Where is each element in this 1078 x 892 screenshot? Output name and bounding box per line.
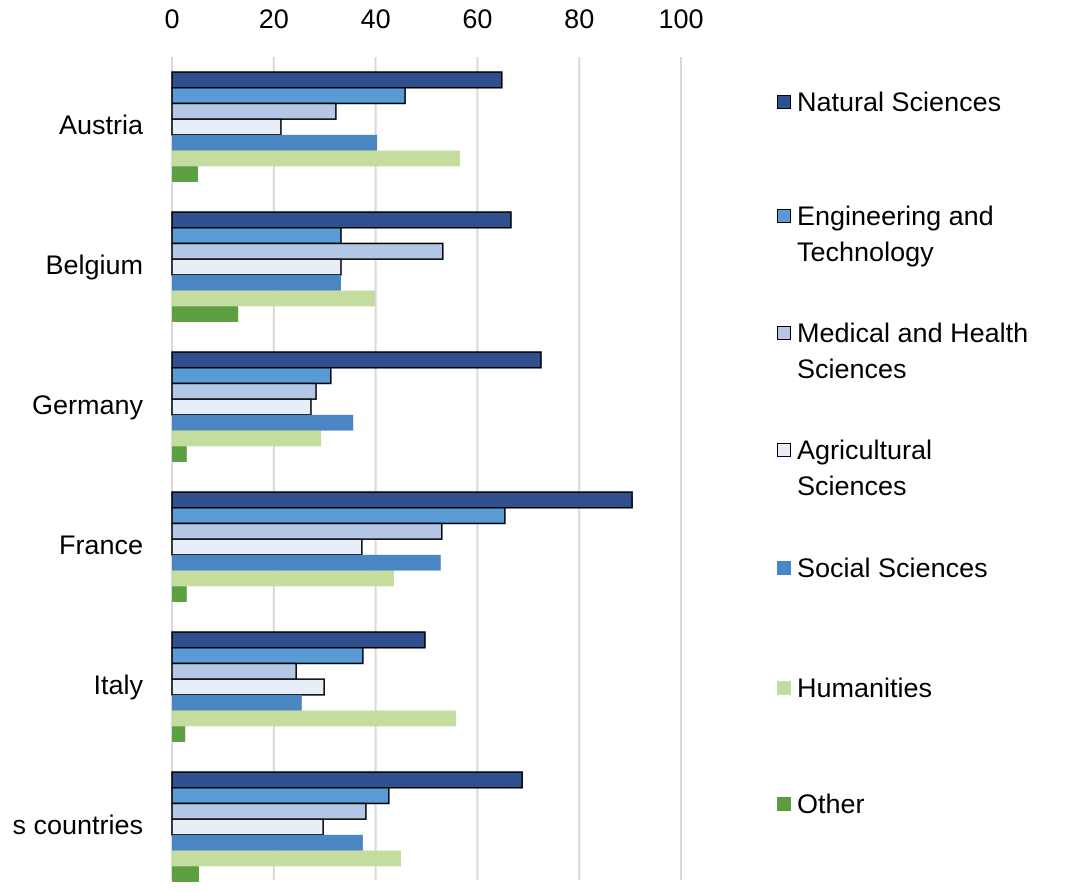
- bar: [171, 258, 342, 276]
- legend-label: Other: [797, 789, 865, 819]
- legend-swatch: [777, 443, 791, 457]
- y-tick-label: Italy: [93, 670, 143, 700]
- x-tick-label: 60: [462, 4, 492, 34]
- legend-item: Medical and Health Sciences: [777, 315, 1072, 387]
- bar: [171, 71, 503, 89]
- legend-item: Engineering and Technology: [777, 198, 1072, 270]
- legend-swatch: [777, 797, 791, 811]
- y-tick-label: Germany: [32, 390, 144, 420]
- bar: [171, 118, 282, 136]
- bar: [171, 242, 444, 260]
- bar: [171, 522, 443, 540]
- bar: [172, 414, 354, 431]
- bar: [172, 726, 186, 742]
- bar: [171, 491, 633, 509]
- legend-label: Agricultural Sciences: [797, 435, 933, 501]
- x-tick-label: 80: [564, 4, 594, 34]
- bar: [172, 306, 239, 322]
- bar: [172, 694, 302, 711]
- bar: [171, 102, 337, 120]
- x-tick-label: 0: [164, 4, 179, 34]
- x-tick-label: 20: [259, 4, 289, 34]
- bar: [171, 631, 426, 649]
- bar: [172, 430, 322, 447]
- bar: [171, 678, 325, 696]
- bar: [172, 866, 199, 882]
- bar: [171, 367, 332, 385]
- bar: [171, 771, 523, 789]
- y-tick-label: s countries: [12, 810, 143, 840]
- bar: [171, 227, 342, 245]
- legend-label: Medical and Health Sciences: [797, 318, 1029, 384]
- bar: [171, 647, 364, 665]
- bar: [171, 351, 542, 369]
- legend-swatch: [777, 561, 791, 575]
- x-tick-label: 100: [658, 4, 703, 34]
- bar: [171, 802, 367, 820]
- legend-item: Social Sciences: [777, 550, 1072, 586]
- bar: [172, 850, 402, 867]
- legend-label: Social Sciences: [797, 553, 988, 583]
- legend-swatch: [777, 681, 791, 695]
- bar: [172, 446, 187, 462]
- bar: [171, 211, 512, 229]
- bar: [171, 662, 297, 680]
- y-tick-label: Belgium: [45, 250, 143, 280]
- bar: [171, 398, 312, 416]
- bar: [171, 382, 317, 400]
- bar: [172, 554, 441, 571]
- legend-item: Agricultural Sciences: [777, 432, 1047, 504]
- y-tick-label: Austria: [59, 110, 144, 140]
- bar: [172, 134, 378, 151]
- bar: [172, 570, 394, 587]
- bar: [172, 834, 363, 851]
- legend-swatch: [777, 209, 791, 223]
- bar: [172, 150, 461, 167]
- legend-label: Humanities: [797, 673, 933, 703]
- x-tick-label: 40: [361, 4, 391, 34]
- legend-item: Humanities: [777, 670, 1072, 706]
- legend-item: Natural Sciences: [777, 84, 1072, 120]
- bar: [172, 586, 187, 602]
- legend-item: Other: [777, 786, 1072, 822]
- bar: [172, 710, 457, 727]
- bar: [171, 87, 406, 105]
- legend-swatch: [777, 95, 791, 109]
- legend-label: Engineering and Technology: [797, 201, 994, 267]
- bar: [171, 507, 506, 525]
- bar: [171, 818, 324, 836]
- bar: [172, 166, 198, 182]
- bar: [172, 290, 376, 307]
- bar: [172, 274, 341, 291]
- y-tick-label: France: [59, 530, 143, 560]
- bar: [171, 538, 363, 556]
- legend-label: Natural Sciences: [797, 87, 1002, 117]
- bar: [171, 787, 390, 805]
- legend-swatch: [777, 326, 791, 340]
